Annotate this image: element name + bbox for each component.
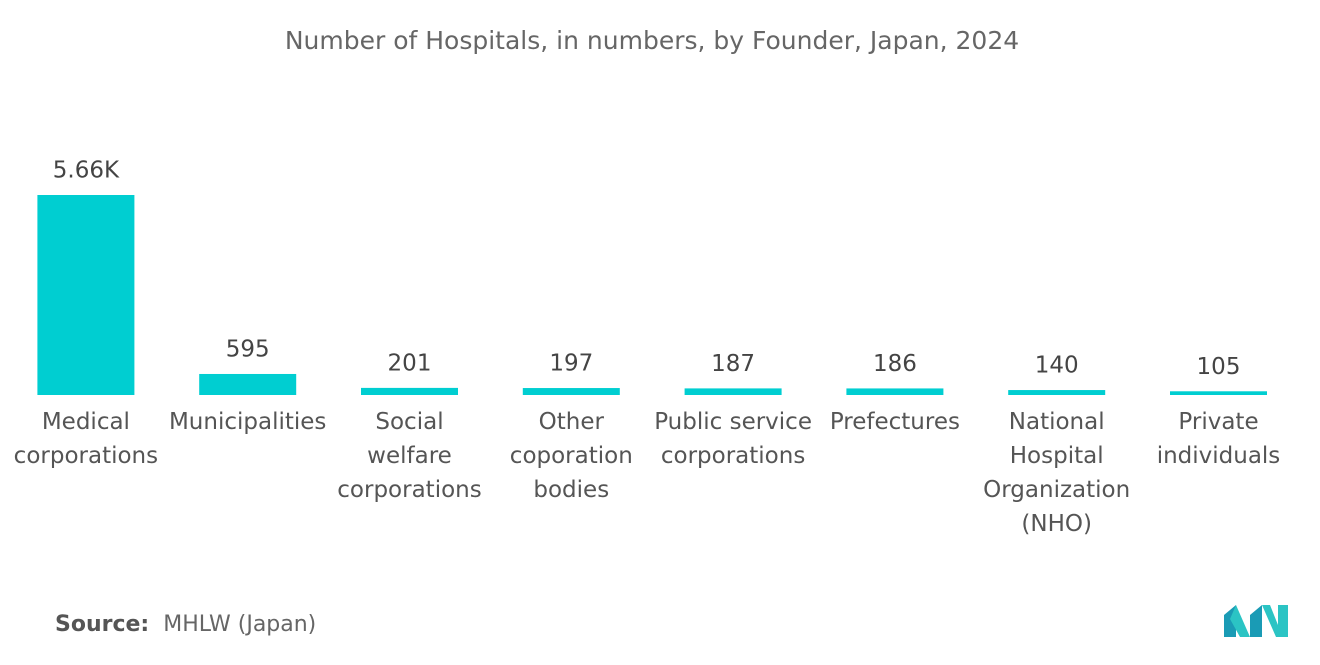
source-label: Source: [55, 612, 150, 637]
x-tick-label: Private individuals [1156, 409, 1281, 469]
value-label: 105 [1197, 354, 1241, 380]
bar [199, 373, 297, 395]
x-tick-label: Municipalities [168, 409, 327, 435]
value-label: 595 [226, 336, 270, 362]
bar [684, 388, 782, 395]
value-label: 140 [1035, 353, 1079, 379]
bar [37, 195, 135, 395]
value-label: 197 [549, 351, 593, 377]
bar [1170, 391, 1267, 395]
source-text: MHLW (Japan) [163, 612, 317, 637]
x-tick-label: Other coporation bodies [509, 409, 633, 503]
x-tick-label: Public service corporations [654, 409, 812, 469]
value-label: 201 [388, 350, 432, 376]
bar [522, 388, 620, 395]
bar [361, 387, 458, 395]
x-tick-label: Medical corporations [13, 409, 159, 469]
bar [846, 388, 944, 395]
value-label: 187 [711, 351, 755, 377]
x-tick-label: National Hospital Organization (NHO) [983, 409, 1131, 537]
logo [1224, 605, 1288, 637]
bar [1008, 390, 1106, 395]
chart-title: Number of Hospitals, in numbers, by Foun… [285, 26, 1019, 55]
value-label: 186 [873, 351, 917, 377]
value-label: 5.66K [53, 158, 120, 184]
x-tick-label: Social welfare corporations [337, 409, 482, 503]
source: Source: MHLW (Japan) [55, 612, 316, 637]
x-tick-label: Prefectures [829, 409, 960, 435]
